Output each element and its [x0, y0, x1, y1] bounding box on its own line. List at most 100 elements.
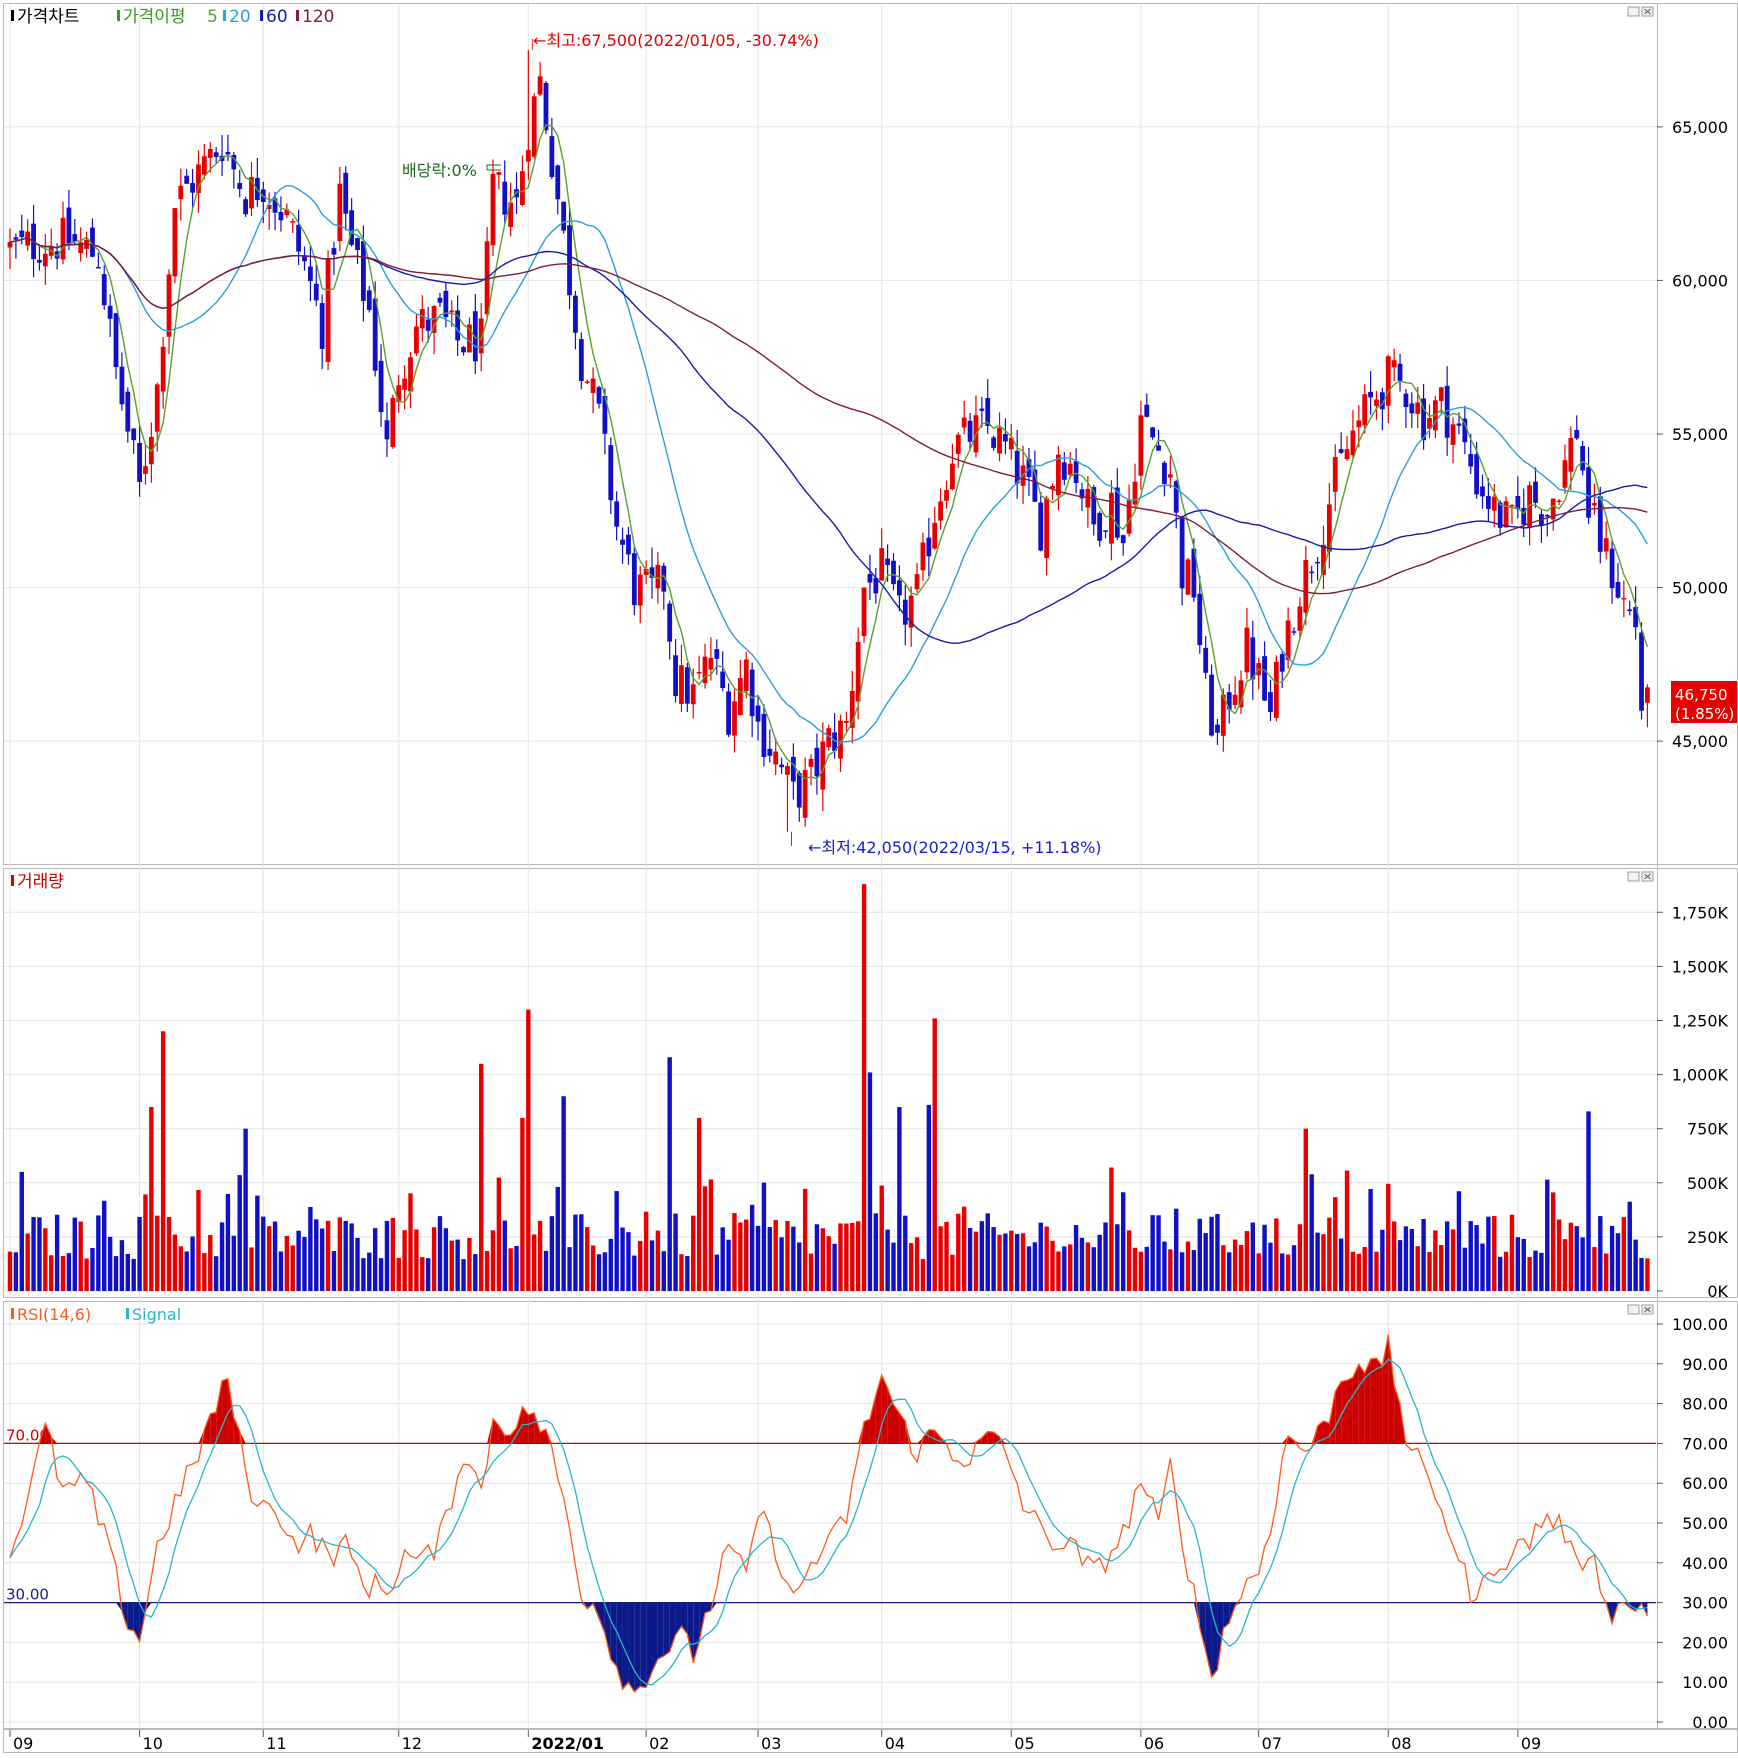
candle-body	[1557, 501, 1562, 503]
candle-body	[1457, 423, 1462, 425]
candle-body	[1097, 513, 1102, 541]
volume-bar	[202, 1253, 206, 1291]
volume-bar	[402, 1230, 406, 1291]
volume-bar	[526, 1010, 530, 1291]
candle-body	[1162, 463, 1167, 484]
volume-bar	[1486, 1217, 1490, 1291]
candle-body	[1415, 403, 1420, 414]
volume-bar	[1186, 1242, 1190, 1291]
candle-body	[1209, 675, 1214, 736]
volume-bar	[161, 1031, 165, 1291]
volume-bar	[620, 1227, 624, 1291]
candle-body	[108, 306, 113, 319]
candle-body	[997, 428, 1002, 454]
volume-bar	[585, 1227, 589, 1291]
time-axis-label: 04	[885, 1734, 905, 1753]
volume-bar	[37, 1217, 41, 1291]
candle-body	[691, 684, 696, 704]
volume-axis-label: 1,750K	[1672, 903, 1729, 922]
volume-bar	[915, 1237, 919, 1291]
candle-body	[72, 234, 77, 242]
volume-bar	[373, 1228, 377, 1291]
volume-bar	[732, 1213, 736, 1291]
volume-bar	[815, 1224, 819, 1291]
volume-bar	[1439, 1245, 1443, 1291]
volume-bar	[632, 1256, 636, 1291]
volume-bar	[190, 1236, 194, 1291]
volume-bar	[503, 1221, 507, 1291]
candle-body	[1610, 549, 1615, 589]
volume-bar	[279, 1251, 283, 1291]
volume-bar	[473, 1254, 477, 1291]
volume-bar	[933, 1018, 937, 1291]
candle-body	[131, 428, 136, 440]
volume-bar	[25, 1234, 29, 1291]
candle-body	[120, 367, 125, 405]
candle-body	[414, 327, 419, 354]
candle-body	[202, 156, 207, 174]
candle-body	[1197, 594, 1202, 645]
volume-bar	[167, 1217, 171, 1291]
candle-body	[656, 565, 661, 588]
rsi-overbought-fill	[988, 1432, 994, 1444]
volume-bar	[550, 1216, 554, 1291]
volume-bar	[1215, 1214, 1219, 1291]
candle-body	[320, 303, 325, 349]
candle-body	[1545, 515, 1550, 517]
candle-body	[1515, 496, 1520, 509]
volume-bar	[785, 1221, 789, 1291]
volume-bar	[296, 1231, 300, 1291]
volume-bar	[73, 1218, 77, 1291]
volume-bar	[768, 1227, 772, 1291]
candle-body	[314, 284, 319, 301]
volume-bar	[1404, 1226, 1408, 1291]
volume-bar	[832, 1244, 836, 1291]
time-axis-label: 12	[402, 1734, 422, 1753]
volume-bar	[1368, 1189, 1372, 1291]
volume-bar	[1162, 1242, 1166, 1291]
volume-bar	[1080, 1238, 1084, 1291]
volume-bar	[43, 1228, 47, 1291]
minimize-icon[interactable]	[1628, 1305, 1639, 1314]
volume-bar	[1569, 1223, 1573, 1291]
volume-bar	[261, 1217, 265, 1291]
volume-bar	[143, 1194, 147, 1291]
minimize-icon[interactable]	[1628, 872, 1639, 881]
candle-body	[1368, 392, 1373, 398]
volume-bar	[556, 1187, 560, 1291]
volume-bar	[420, 1257, 424, 1291]
volume-axis-label: 500K	[1687, 1174, 1729, 1193]
price-legend: 가격차트 가격이평 5 20 60 120	[11, 7, 334, 27]
candle-body	[1604, 538, 1609, 551]
candle-body	[1062, 462, 1067, 479]
candle-body	[1245, 628, 1250, 673]
volume-bar	[1097, 1235, 1101, 1291]
candle-body	[1451, 424, 1456, 445]
volume-bar	[1380, 1230, 1384, 1291]
candle-body	[762, 714, 767, 757]
minimize-icon[interactable]	[1628, 7, 1639, 16]
volume-bar	[1392, 1221, 1396, 1291]
volume-bar	[238, 1175, 242, 1291]
volume-bar	[1575, 1226, 1579, 1291]
rsi-axis-label: 100.00	[1672, 1315, 1728, 1334]
time-axis-label: 06	[1144, 1734, 1164, 1753]
candle-body	[1580, 446, 1585, 471]
volume-bar	[703, 1186, 707, 1291]
volume-bar	[1351, 1252, 1355, 1291]
volume-bar	[950, 1255, 954, 1291]
rsi-oversold-fill	[611, 1603, 617, 1667]
candle-body	[538, 76, 543, 94]
volume-bar	[1557, 1219, 1561, 1291]
volume-bar	[1145, 1247, 1149, 1291]
candle-body	[1250, 637, 1255, 679]
candle-body	[1186, 560, 1191, 595]
candle-body	[679, 665, 684, 704]
volume-bar	[1198, 1219, 1202, 1291]
volume-bar	[974, 1232, 978, 1291]
volume-bar	[344, 1221, 348, 1291]
candle-body	[1056, 455, 1061, 496]
volume-bar	[408, 1193, 412, 1291]
volume-bar	[208, 1235, 212, 1291]
